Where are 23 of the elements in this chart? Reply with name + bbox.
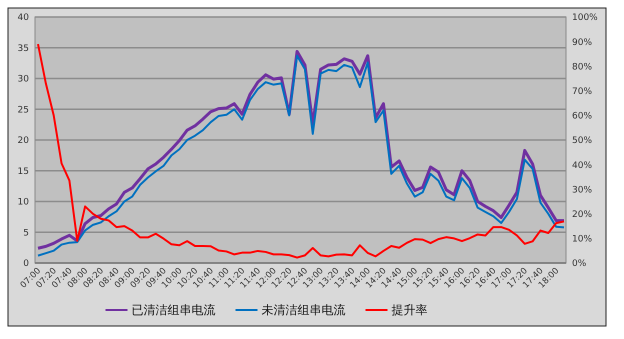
y-tick-label: 5 [23,228,29,238]
y-tick-label: 15 [18,166,29,177]
y2-tick-label: 100% [572,13,598,24]
legend-label: 未清洁组串电流 [262,303,346,318]
y-tick-label: 35 [18,44,29,54]
y2-tick-label: 60% [572,112,592,122]
y-tick-label: 10 [18,198,30,208]
y2-tick-label: 70% [572,86,592,97]
y2-tick-label: 80% [572,62,592,72]
legend-label: 已清洁组串电流 [132,303,216,318]
y2-tick-label: 20% [572,210,592,220]
y2-tick-label: 90% [572,38,592,48]
y2-tick-label: 10% [572,234,592,245]
y-tick-label: 20 [18,136,30,146]
y-tick-label: 40 [18,13,30,24]
y2-tick-label: 50% [572,136,592,146]
y-tick-label: 0 [23,259,30,270]
y-tick-label: 25 [18,105,29,116]
y2-tick-label: 30% [572,185,592,196]
legend-label: 提升率 [392,303,428,318]
y-tick-label: 30 [18,74,30,85]
y2-tick-label: 0% [572,259,587,270]
y2-tick-label: 40% [572,160,592,171]
